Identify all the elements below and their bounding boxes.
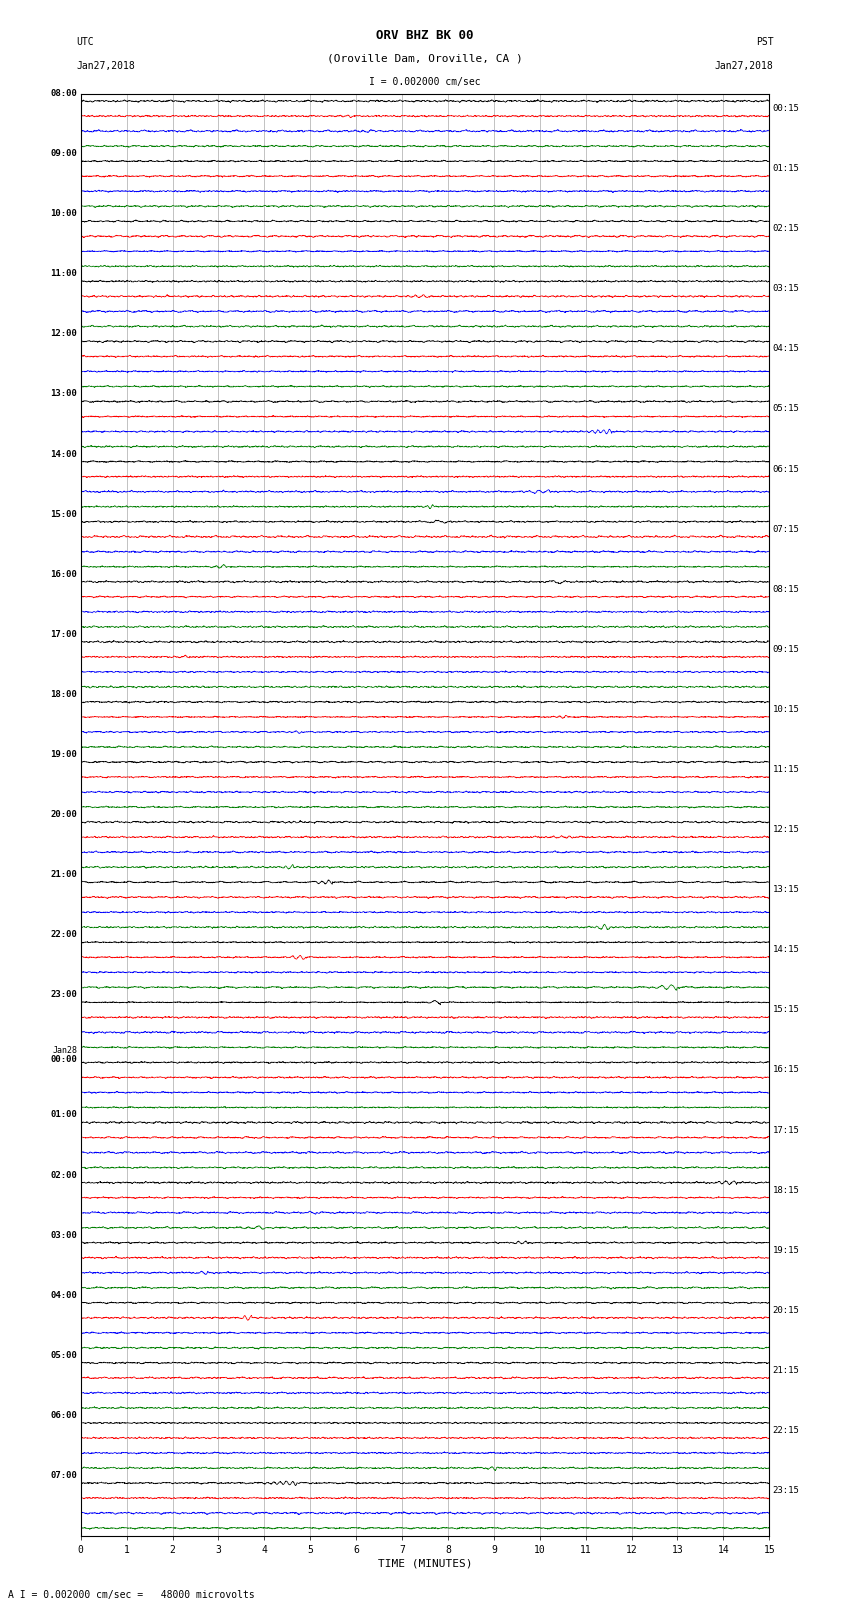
Text: 06:00: 06:00 <box>50 1411 77 1419</box>
Text: 05:00: 05:00 <box>50 1350 77 1360</box>
Text: ORV BHZ BK 00: ORV BHZ BK 00 <box>377 29 473 42</box>
Text: 13:15: 13:15 <box>773 886 800 894</box>
Text: 23:15: 23:15 <box>773 1486 800 1495</box>
Text: 14:15: 14:15 <box>773 945 800 955</box>
Text: 17:00: 17:00 <box>50 629 77 639</box>
Text: 02:15: 02:15 <box>773 224 800 234</box>
Text: 21:00: 21:00 <box>50 869 77 879</box>
Text: 16:15: 16:15 <box>773 1066 800 1074</box>
Text: PST: PST <box>756 37 774 47</box>
Text: 15:15: 15:15 <box>773 1005 800 1015</box>
Text: (Oroville Dam, Oroville, CA ): (Oroville Dam, Oroville, CA ) <box>327 53 523 63</box>
Text: 08:00: 08:00 <box>50 89 77 98</box>
Text: Jan27,2018: Jan27,2018 <box>76 61 135 71</box>
Text: Jan28: Jan28 <box>53 1045 77 1055</box>
Text: 09:00: 09:00 <box>50 148 77 158</box>
Text: 12:00: 12:00 <box>50 329 77 339</box>
Text: 14:00: 14:00 <box>50 450 77 458</box>
Text: 07:00: 07:00 <box>50 1471 77 1481</box>
Text: 16:00: 16:00 <box>50 569 77 579</box>
Text: 11:00: 11:00 <box>50 269 77 279</box>
Text: 06:15: 06:15 <box>773 465 800 474</box>
Text: 04:15: 04:15 <box>773 345 800 353</box>
Text: 19:00: 19:00 <box>50 750 77 760</box>
Text: 05:15: 05:15 <box>773 405 800 413</box>
Text: I = 0.002000 cm/sec: I = 0.002000 cm/sec <box>369 77 481 87</box>
Text: 20:00: 20:00 <box>50 810 77 819</box>
Text: 09:15: 09:15 <box>773 645 800 653</box>
Text: 11:15: 11:15 <box>773 765 800 774</box>
Text: 19:15: 19:15 <box>773 1245 800 1255</box>
Text: 10:15: 10:15 <box>773 705 800 715</box>
Text: 12:15: 12:15 <box>773 826 800 834</box>
Text: 22:15: 22:15 <box>773 1426 800 1436</box>
Text: 04:00: 04:00 <box>50 1290 77 1300</box>
Text: 10:00: 10:00 <box>50 210 77 218</box>
Text: 18:15: 18:15 <box>773 1186 800 1195</box>
Text: 01:15: 01:15 <box>773 165 800 173</box>
Text: 17:15: 17:15 <box>773 1126 800 1134</box>
Text: 13:00: 13:00 <box>50 389 77 398</box>
Text: 20:15: 20:15 <box>773 1307 800 1315</box>
X-axis label: TIME (MINUTES): TIME (MINUTES) <box>377 1558 473 1569</box>
Text: A I = 0.002000 cm/sec =   48000 microvolts: A I = 0.002000 cm/sec = 48000 microvolts <box>8 1590 255 1600</box>
Text: 23:00: 23:00 <box>50 990 77 1000</box>
Text: 01:00: 01:00 <box>50 1110 77 1119</box>
Text: 08:15: 08:15 <box>773 586 800 594</box>
Text: 18:00: 18:00 <box>50 690 77 698</box>
Text: 21:15: 21:15 <box>773 1366 800 1374</box>
Text: UTC: UTC <box>76 37 94 47</box>
Text: 07:15: 07:15 <box>773 524 800 534</box>
Text: 02:00: 02:00 <box>50 1171 77 1179</box>
Text: 03:00: 03:00 <box>50 1231 77 1240</box>
Text: 00:00: 00:00 <box>50 1055 77 1065</box>
Text: Jan27,2018: Jan27,2018 <box>715 61 774 71</box>
Text: 00:15: 00:15 <box>773 105 800 113</box>
Text: 03:15: 03:15 <box>773 284 800 294</box>
Text: 15:00: 15:00 <box>50 510 77 519</box>
Text: 22:00: 22:00 <box>50 931 77 939</box>
